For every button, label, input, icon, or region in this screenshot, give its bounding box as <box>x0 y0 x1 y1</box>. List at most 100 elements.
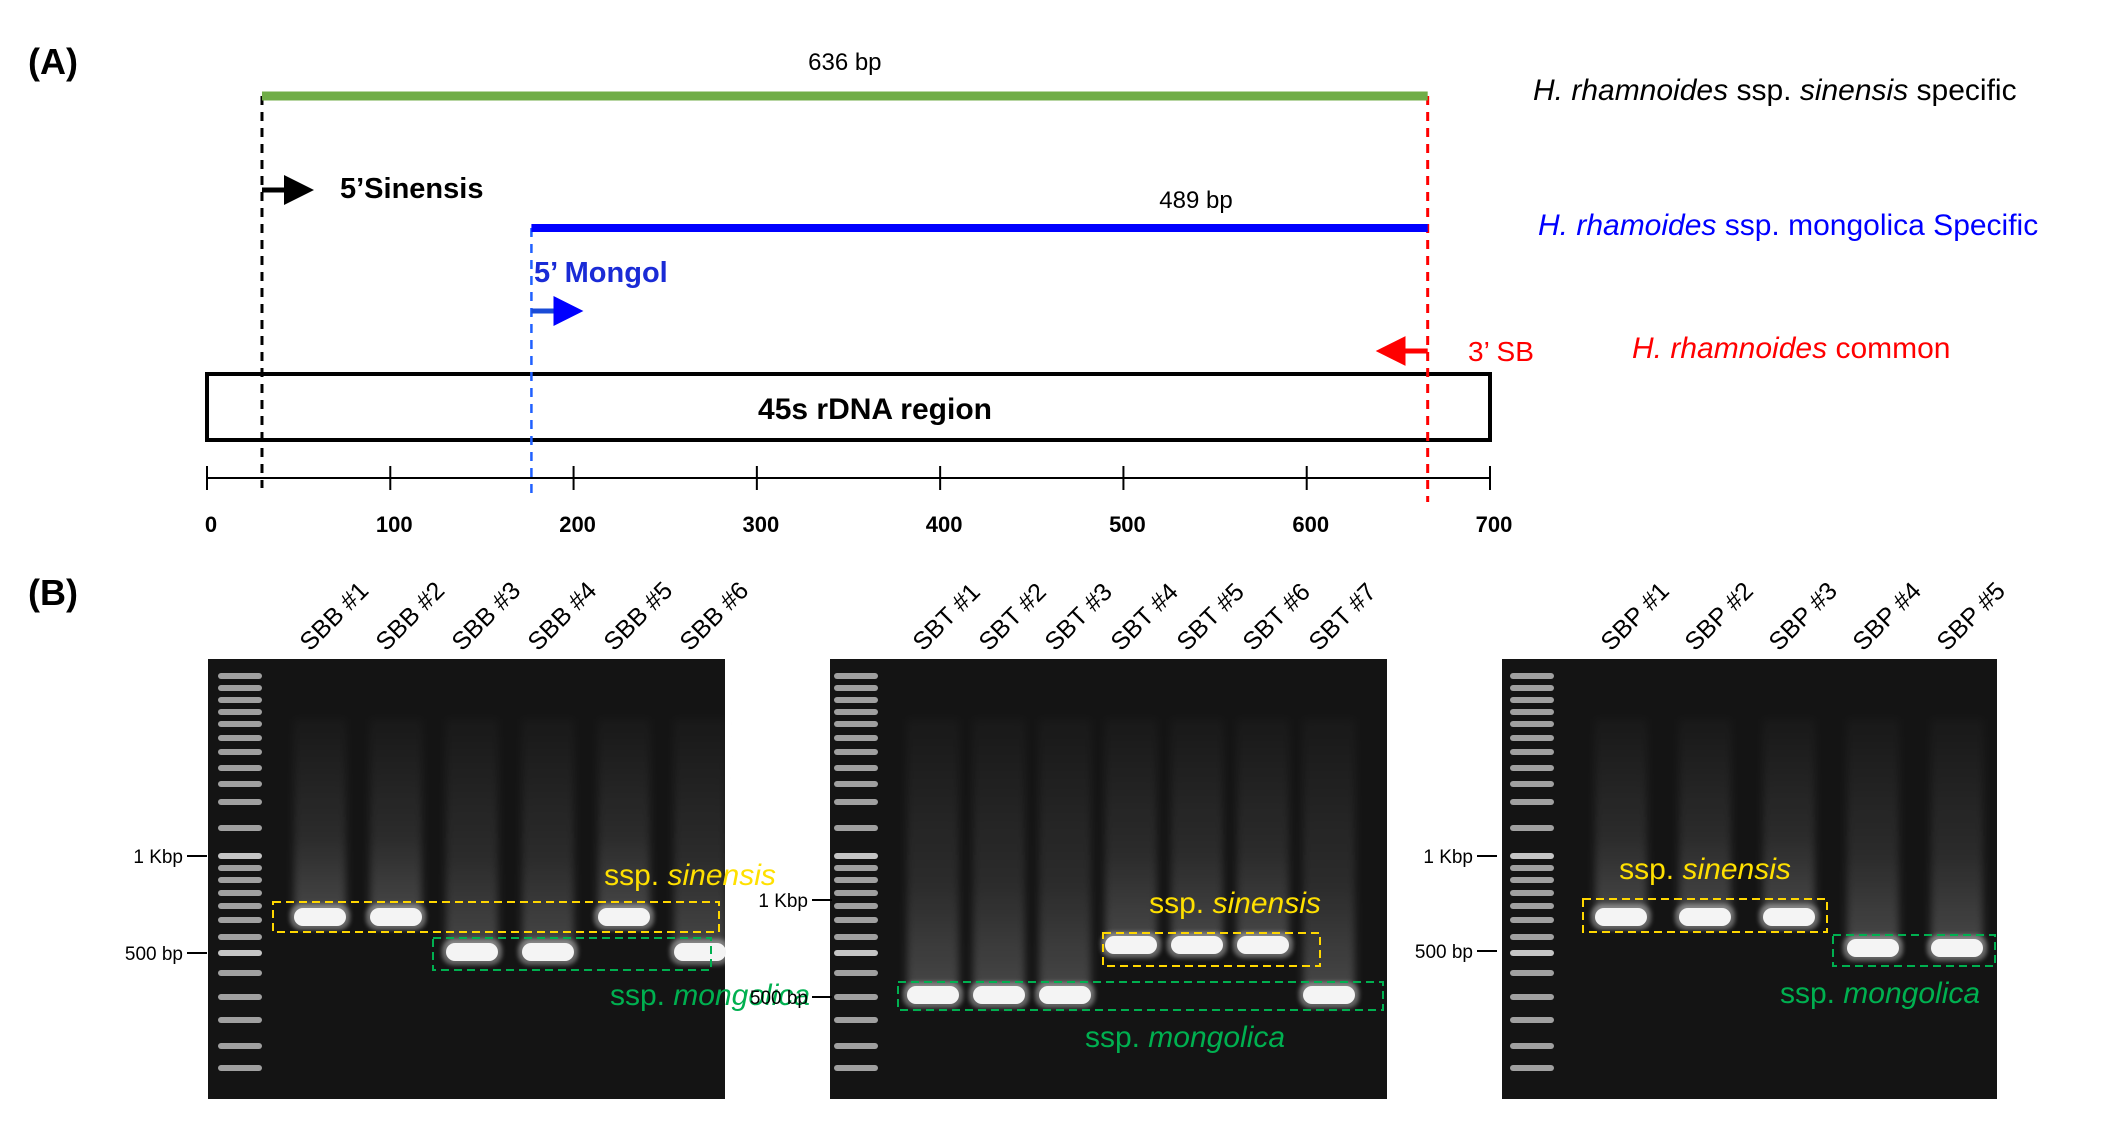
rdna-region-label: 45s rDNA region <box>758 393 992 426</box>
lane-label: SBP #4 <box>1847 577 1926 656</box>
sinensis-label: ssp. sinensis <box>1149 887 1321 920</box>
ladder-band <box>1510 853 1554 859</box>
rdna-region-box <box>205 372 1492 442</box>
ladder-band <box>1510 799 1554 805</box>
axis-tick-label: 600 <box>1292 512 1329 537</box>
lane-label: SBP #1 <box>1595 577 1674 656</box>
ladder-band <box>1510 994 1554 1000</box>
ladder-band <box>834 994 878 1000</box>
lane-band <box>1931 939 1983 957</box>
ladder-band <box>218 749 262 755</box>
ladder-band <box>218 1065 262 1071</box>
ladder-band <box>834 697 878 703</box>
ladder-band <box>218 685 262 691</box>
lane-label: SBP #5 <box>1931 577 2010 656</box>
ladder-mark-label: 1 Kbp <box>1423 847 1473 868</box>
axis-tick-label: 300 <box>742 512 779 537</box>
axis-tick-label: 400 <box>926 512 963 537</box>
ladder-band <box>834 825 878 831</box>
ladder-band <box>834 970 878 976</box>
sinensis-label-prefix: ssp. <box>604 859 667 892</box>
sinensis-amplicon-size: 636 bp <box>808 49 881 76</box>
ladder-band <box>1510 917 1554 923</box>
sinensis-label-name: sinensis <box>1212 887 1320 920</box>
ladder-band <box>218 970 262 976</box>
lane-smear <box>1039 719 1091 995</box>
ladder-band <box>834 853 878 859</box>
ladder-band <box>218 799 262 805</box>
ladder-band <box>1510 890 1554 896</box>
legend-common: H. rhamnoides common <box>1632 332 1950 365</box>
ladder-band <box>1510 934 1554 940</box>
ladder-band <box>834 890 878 896</box>
lane-smear <box>598 719 650 917</box>
lane-band <box>294 908 346 926</box>
ladder-band <box>218 709 262 715</box>
ladder-band <box>218 865 262 871</box>
ladder-band <box>834 709 878 715</box>
legend-common-rest: common <box>1835 332 1950 365</box>
ladder-band <box>834 765 878 771</box>
lane-smear <box>973 719 1025 995</box>
lane-smear <box>907 719 959 995</box>
lane-label: SBP #2 <box>1679 577 1758 656</box>
lane-smear <box>1595 719 1647 917</box>
ladder-band <box>834 735 878 741</box>
lane-label: SBB #2 <box>370 576 450 656</box>
lane-band <box>907 986 959 1004</box>
legend-sinensis-ssp: ssp. <box>1736 74 1791 107</box>
lane-band <box>1171 936 1223 954</box>
mongolica-label: ssp. mongolica <box>1085 1021 1285 1054</box>
sinensis-band-box <box>272 901 720 933</box>
sinensis-label: ssp. sinensis <box>604 859 776 892</box>
lane-label: SBT #3 <box>1039 578 1117 656</box>
legend-common-species: H. rhamnoides <box>1632 332 1827 365</box>
lane-band <box>1237 936 1289 954</box>
lane-band <box>1039 986 1091 1004</box>
mongolica-band-box <box>897 981 1384 1011</box>
mongol-amplicon-size: 489 bp <box>1159 187 1232 214</box>
ladder-band <box>834 799 878 805</box>
ladder-band <box>218 765 262 771</box>
axis-tick-label: 0 <box>205 512 217 537</box>
lane-label: SBT #6 <box>1237 578 1315 656</box>
mongolica-label-prefix: ssp. <box>610 979 673 1012</box>
ladder-band <box>1510 865 1554 871</box>
lane-smear <box>446 719 498 952</box>
lane-smear <box>1847 719 1899 948</box>
ladder-band <box>834 950 878 956</box>
common-primer-label: 3’ SB <box>1468 336 1534 367</box>
lane-label: SBT #2 <box>973 578 1051 656</box>
lane-label: SBT #7 <box>1303 578 1381 656</box>
mongolica-label-name: mongolica <box>1843 977 1980 1010</box>
lane-band <box>1595 908 1647 926</box>
ladder-band <box>1510 749 1554 755</box>
ladder-band <box>834 865 878 871</box>
lane-band <box>1105 936 1157 954</box>
sinensis-primer-label: 5’Sinensis <box>340 173 483 205</box>
lane-label: SBT #4 <box>1105 578 1184 657</box>
legend-sinensis-species: H. rhamnoides <box>1533 74 1728 107</box>
gel-1: ssp. sinensis ssp. mongolica <box>208 659 810 1099</box>
panel-a: (A) 45s rDNA region 0 100 200 300 400 500 600 7… <box>28 41 2038 537</box>
ladder-band <box>834 934 878 940</box>
ladder-band <box>218 890 262 896</box>
ladder-band <box>834 749 878 755</box>
sinensis-band-box <box>1102 932 1321 967</box>
ladder-band <box>1510 721 1554 727</box>
ladder-band <box>1510 903 1554 909</box>
ladder-band <box>218 994 262 1000</box>
mongol-primer-label: 5’ Mongol <box>534 257 668 289</box>
ladder-band <box>834 721 878 727</box>
lane-label: SBB #5 <box>598 576 678 656</box>
legend-sinensis: H. rhamnoides ssp. sinensis specific <box>1533 74 2017 107</box>
axis-ticks: 0 100 200 300 400 500 600 700 <box>205 466 1512 537</box>
lane-band <box>1763 908 1815 926</box>
ladder-band <box>218 721 262 727</box>
lane-label: SBP #3 <box>1763 577 1842 656</box>
gel-background <box>1502 659 1997 1099</box>
mongolica-label: ssp. mongolica <box>610 979 810 1012</box>
lane-label: SBB #4 <box>522 576 602 656</box>
ladder-mark-label: 500 bp <box>1415 942 1473 963</box>
